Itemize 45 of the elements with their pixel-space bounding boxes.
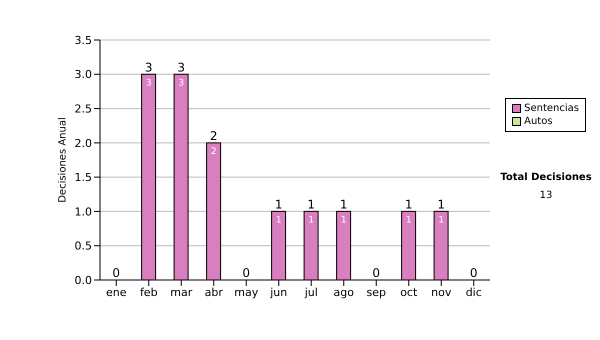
data-label: 1 xyxy=(276,215,282,226)
total-label: 0 xyxy=(470,266,478,280)
y-tick-label: 0.5 xyxy=(74,240,92,253)
y-tick-label: 0.0 xyxy=(74,274,92,287)
x-tick-label: nov xyxy=(431,286,452,299)
data-label: 1 xyxy=(438,215,444,226)
y-tick-label: 3.0 xyxy=(74,68,92,82)
total-label: 1 xyxy=(340,197,348,212)
total-label: 0 xyxy=(372,266,380,280)
x-tick-label: oct xyxy=(400,286,418,299)
legend-label: Sentencias xyxy=(524,102,579,115)
x-tick-label: jun xyxy=(269,286,288,299)
data-label: 1 xyxy=(308,215,314,226)
total-label: 1 xyxy=(437,197,446,212)
data-label: 1 xyxy=(406,215,412,226)
x-tick-label: ago xyxy=(334,286,354,299)
data-label: 3 xyxy=(146,78,152,88)
x-tick-label: jul xyxy=(304,286,318,299)
total-label: 3 xyxy=(144,60,153,74)
legend-label: Autos xyxy=(524,115,553,128)
data-label: 2 xyxy=(210,146,217,157)
total-label: 0 xyxy=(112,266,120,280)
total-label: 1 xyxy=(307,197,316,212)
y-tick-label: 3.5 xyxy=(74,34,92,47)
total-label: 2 xyxy=(210,128,218,143)
text: 13 xyxy=(538,190,554,201)
x-tick-label: mar xyxy=(170,286,193,299)
x-tick-label: abr xyxy=(204,286,224,299)
total-label: 3 xyxy=(177,60,186,74)
x-tick-label: sep xyxy=(366,286,386,299)
x-tick-label: may xyxy=(234,286,259,299)
x-tick-label: dic xyxy=(466,286,482,299)
y-tick-label: 2.5 xyxy=(74,102,92,116)
x-tick-label: feb xyxy=(140,286,158,299)
x-tick-label: ene xyxy=(106,286,127,299)
y-tick-label: 1.0 xyxy=(74,205,92,218)
total-label: 0 xyxy=(242,266,250,280)
y-tick-label: 2.0 xyxy=(74,136,92,150)
total-label: 1 xyxy=(274,197,283,212)
data-label: 3 xyxy=(178,78,184,88)
data-label: 1 xyxy=(340,215,347,226)
total-label: 1 xyxy=(404,197,413,212)
text: Total Decisiones xyxy=(499,172,593,183)
y-tick-label: 1.5 xyxy=(74,171,92,184)
y-axis-title: Decisiones Anual xyxy=(58,117,69,203)
